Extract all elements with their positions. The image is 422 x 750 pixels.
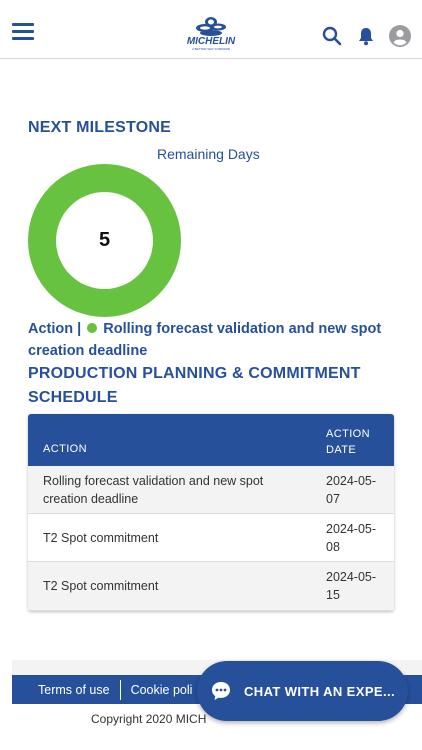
remaining-days-label: Remaining Days	[157, 146, 260, 162]
cookie-policy-link[interactable]: Cookie poli	[130, 682, 193, 697]
milestone-action: Action | Rolling forecast validation and…	[28, 318, 388, 362]
action-prefix: Action |	[28, 321, 82, 337]
column-header-action: ACTION	[43, 443, 87, 455]
michelin-logo[interactable]: MICHELIN A BETTER WAY FORWARD	[176, 14, 246, 52]
remaining-days-donut: 5	[28, 164, 181, 317]
cell-action: T2 Spot commitment	[43, 531, 159, 545]
cell-action: Rolling forecast validation and new spot…	[43, 474, 264, 506]
chat-bubble-icon	[212, 682, 230, 700]
user-avatar-icon[interactable]	[388, 24, 412, 48]
copyright-text: Copyright 2020 MICH	[91, 712, 207, 726]
table-header: ACTION ACTION DATE	[28, 414, 394, 466]
table-row: T2 Spot commitment 2024-05-08	[28, 514, 394, 562]
cell-date: 2024-05-08	[326, 522, 377, 554]
remaining-days-value: 5	[56, 192, 153, 289]
header-actions	[320, 24, 412, 48]
table-row: T2 Spot commitment 2024-05-15	[28, 562, 394, 611]
cell-date: 2024-05-07	[326, 474, 377, 506]
cell-action: T2 Spot commitment	[43, 579, 159, 593]
column-header-action-date: ACTION DATE	[326, 428, 370, 456]
terms-of-use-link[interactable]: Terms of use	[38, 682, 110, 697]
bell-icon[interactable]	[354, 24, 378, 48]
schedule-title: PRODUCTION PLANNING & COMMITMENT SCHEDUL…	[28, 365, 361, 406]
cell-date: 2024-05-15	[326, 570, 377, 602]
menu-icon[interactable]	[12, 23, 34, 41]
logo-text: MICHELIN	[187, 36, 236, 47]
status-dot-icon	[87, 323, 98, 333]
schedule-table: ACTION ACTION DATE Rolling forecast vali…	[28, 414, 394, 611]
table-row: Rolling forecast validation and new spot…	[28, 466, 394, 514]
search-icon[interactable]	[320, 24, 344, 48]
top-bar: MICHELIN A BETTER WAY FORWARD	[0, 0, 422, 59]
footer-divider	[119, 679, 121, 700]
action-text: Rolling forecast validation and new spot…	[28, 321, 382, 359]
logo-tagline: A BETTER WAY FORWARD	[192, 47, 231, 51]
chat-button-label: CHAT WITH AN EXPE...	[244, 683, 395, 699]
next-milestone-title: NEXT MILESTONE	[28, 119, 171, 136]
chat-with-expert-button[interactable]: CHAT WITH AN EXPE...	[197, 661, 408, 721]
